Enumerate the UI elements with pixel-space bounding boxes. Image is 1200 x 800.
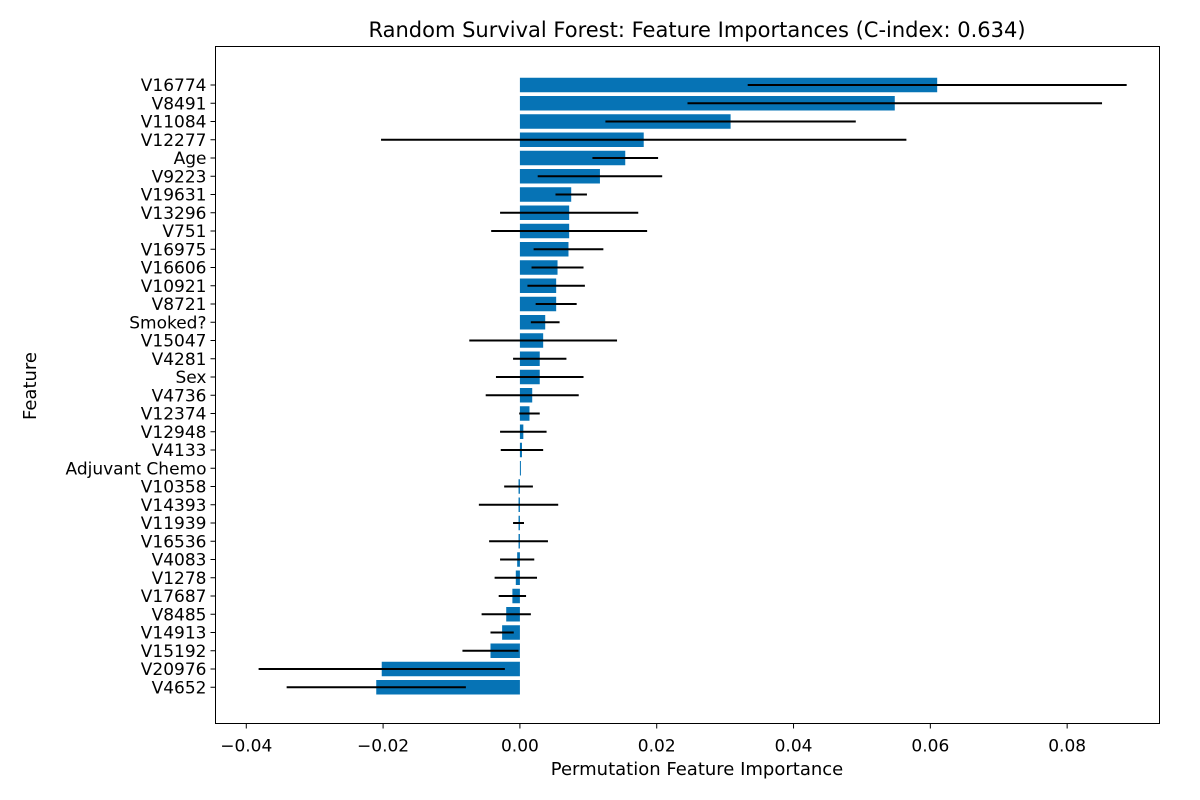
y-tick-label: V12948 xyxy=(141,423,207,443)
y-tick-label: V751 xyxy=(162,222,206,242)
y-tick-label: Sex xyxy=(175,368,206,388)
y-tick-label: V4133 xyxy=(152,441,207,461)
y-tick-label: Adjuvant Chemo xyxy=(65,459,206,479)
y-tick-label: V16774 xyxy=(141,76,207,96)
plot-frame xyxy=(215,46,1160,724)
plot-area xyxy=(258,77,1127,695)
bar-V19631 xyxy=(519,187,572,202)
x-tick-label: 0.06 xyxy=(911,737,949,757)
x-tick-label: −0.02 xyxy=(357,737,409,757)
y-tick-label: V12277 xyxy=(141,131,207,151)
x-tick-label: 0.00 xyxy=(501,737,539,757)
y-tick-label: Smoked? xyxy=(129,313,206,333)
y-tick-label: V4736 xyxy=(152,386,207,406)
y-tick-label: V10358 xyxy=(141,478,207,498)
y-tick-label: V4083 xyxy=(152,551,207,571)
y-tick-label: V16606 xyxy=(141,259,207,279)
x-tick-label: −0.04 xyxy=(220,737,272,757)
y-tick-label: V4281 xyxy=(152,350,207,370)
x-tick-label: 0.08 xyxy=(1048,737,1086,757)
bar-V16774 xyxy=(519,77,938,93)
y-tick-label: V13296 xyxy=(141,204,207,224)
y-tick-label: V16536 xyxy=(141,532,207,552)
y-tick-label: V17687 xyxy=(141,587,207,607)
y-tick-label: Age xyxy=(174,149,207,169)
chart-title: Random Survival Forest: Feature Importan… xyxy=(368,18,1025,42)
x-axis: −0.04 −0.02 0.00 0.02 0.04 0.06 0.08 xyxy=(220,723,1086,757)
y-tick-label: V1278 xyxy=(152,569,207,589)
y-tick-label: V10921 xyxy=(141,277,207,297)
y-axis-label: Feature xyxy=(20,352,41,420)
y-tick-label: V11939 xyxy=(141,514,207,534)
y-tick-label: V8491 xyxy=(152,94,207,114)
y-tick-label: V15047 xyxy=(141,332,207,352)
y-tick-label: V19631 xyxy=(141,186,207,206)
y-tick-label: V15192 xyxy=(141,642,207,662)
y-tick-label: V14913 xyxy=(141,624,207,644)
y-axis: V16774V8491V11084V12277AgeV9223V19631V13… xyxy=(65,76,216,698)
bar-Adjuvant Chemo xyxy=(519,461,521,476)
y-tick-label: V8721 xyxy=(152,295,207,315)
x-axis-label: Permutation Feature Importance xyxy=(551,759,844,780)
bar-Age xyxy=(519,150,626,166)
y-tick-label: V20976 xyxy=(141,660,207,680)
x-tick-label: 0.02 xyxy=(638,737,676,757)
y-tick-label: V16975 xyxy=(141,240,207,260)
y-tick-label: V14393 xyxy=(141,496,207,516)
y-tick-label: V12374 xyxy=(141,405,207,425)
y-tick-label: V9223 xyxy=(152,167,207,187)
y-tick-label: V11084 xyxy=(141,113,207,133)
x-tick-label: 0.04 xyxy=(775,737,813,757)
y-tick-label: V8485 xyxy=(152,605,207,625)
y-tick-label: V4652 xyxy=(152,678,207,698)
